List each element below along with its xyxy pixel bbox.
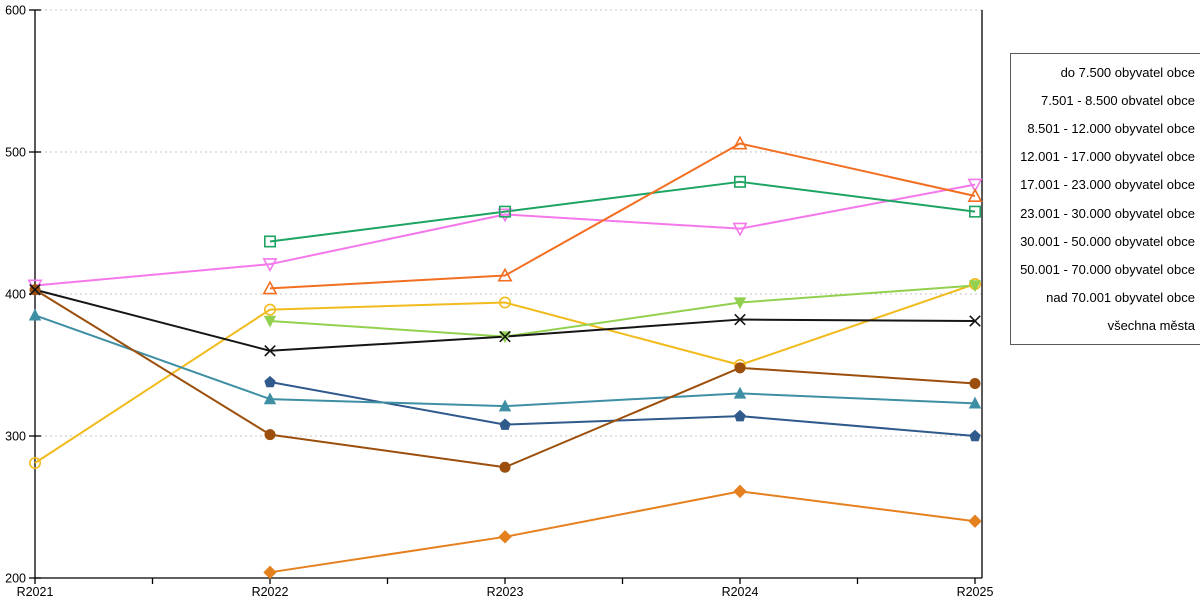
series-4-marker <box>968 280 982 293</box>
series-8-marker <box>498 530 512 544</box>
y-tick-label: 300 <box>5 430 26 444</box>
series-2-marker <box>263 235 276 248</box>
series-8-marker <box>733 484 747 499</box>
series-line-6 <box>34 314 976 408</box>
series-6-marker <box>498 399 512 412</box>
series-6-marker <box>968 396 982 409</box>
y-tick-label: 200 <box>5 572 26 586</box>
series-8-marker <box>263 565 277 580</box>
x-tick-label: R2023 <box>487 585 524 599</box>
series-2-marker <box>733 175 746 188</box>
legend-item: do 7.500 obyvatel obce <box>1060 64 1195 80</box>
series-7-marker <box>969 377 981 389</box>
legend-item: 8.501 - 12.000 obyvatel obce <box>1027 120 1195 136</box>
series-3-marker <box>497 267 513 282</box>
series-0-marker <box>263 303 276 316</box>
series-4-marker <box>733 297 747 310</box>
series-5-marker <box>499 418 511 430</box>
series-9-marker <box>264 345 276 357</box>
y-tick-label: 600 <box>5 4 26 18</box>
series-4-marker <box>263 315 277 328</box>
legend-item: 7.501 - 8.500 obvatel obce <box>1041 92 1195 108</box>
legend-item: 17.001 - 23.000 obyvatel obce <box>1020 177 1195 193</box>
series-3-marker <box>262 280 278 295</box>
series-9-marker <box>969 315 981 327</box>
y-tick-label: 500 <box>5 146 26 160</box>
legend-item: 23.001 - 30.000 obyvatel obce <box>1020 205 1195 221</box>
series-7-marker <box>734 362 746 374</box>
series-line-8 <box>269 490 976 574</box>
series-6-marker <box>263 392 277 405</box>
series-line-5 <box>269 381 976 437</box>
series-6-marker <box>28 308 42 321</box>
series-9-marker <box>499 330 511 343</box>
x-tick-label: R2022 <box>252 585 289 599</box>
x-tick-label: R2021 <box>17 585 54 599</box>
series-line-7 <box>34 288 976 469</box>
legend-box: do 7.500 obyvatel obce 7.501 - 8.500 obva… <box>1010 53 1200 345</box>
series-3-marker <box>967 188 983 203</box>
series-9-marker <box>734 313 746 326</box>
series-5-marker <box>264 375 276 388</box>
series-5-marker <box>969 429 981 442</box>
series-0-marker <box>498 296 511 309</box>
series-1-marker <box>262 258 278 273</box>
series-7-marker <box>499 461 511 473</box>
y-tick-label: 400 <box>5 288 26 302</box>
series-line-1 <box>34 183 976 287</box>
legend-item: nad 70.001 obyvatel obce <box>1046 290 1195 306</box>
series-2-marker <box>498 205 511 218</box>
series-line-3 <box>269 142 976 290</box>
series-1-marker <box>732 222 748 237</box>
series-3-marker <box>732 135 748 150</box>
x-tick-label: R2025 <box>957 585 994 599</box>
legend-item: 50.001 - 70.000 obyvatel obce <box>1020 261 1195 277</box>
x-tick-label: R2024 <box>722 585 759 599</box>
series-5-marker <box>734 409 746 422</box>
legend-item: 12.001 - 17.000 obyvatel obce <box>1020 149 1195 165</box>
legend-item: 30.001 - 50.000 obyvatel obce <box>1020 233 1195 249</box>
series-9-marker <box>29 283 41 296</box>
series-0-marker <box>28 456 41 469</box>
series-line-0 <box>34 283 976 464</box>
series-8-marker <box>968 514 982 528</box>
legend-item: všechna města <box>1107 318 1195 334</box>
series-7-marker <box>264 429 276 441</box>
series-1-marker <box>497 208 513 223</box>
series-2-marker <box>968 205 981 218</box>
series-6-marker <box>733 386 747 399</box>
series-1-marker <box>967 178 983 193</box>
series-line-4 <box>269 284 976 338</box>
series-line-2 <box>269 180 976 243</box>
